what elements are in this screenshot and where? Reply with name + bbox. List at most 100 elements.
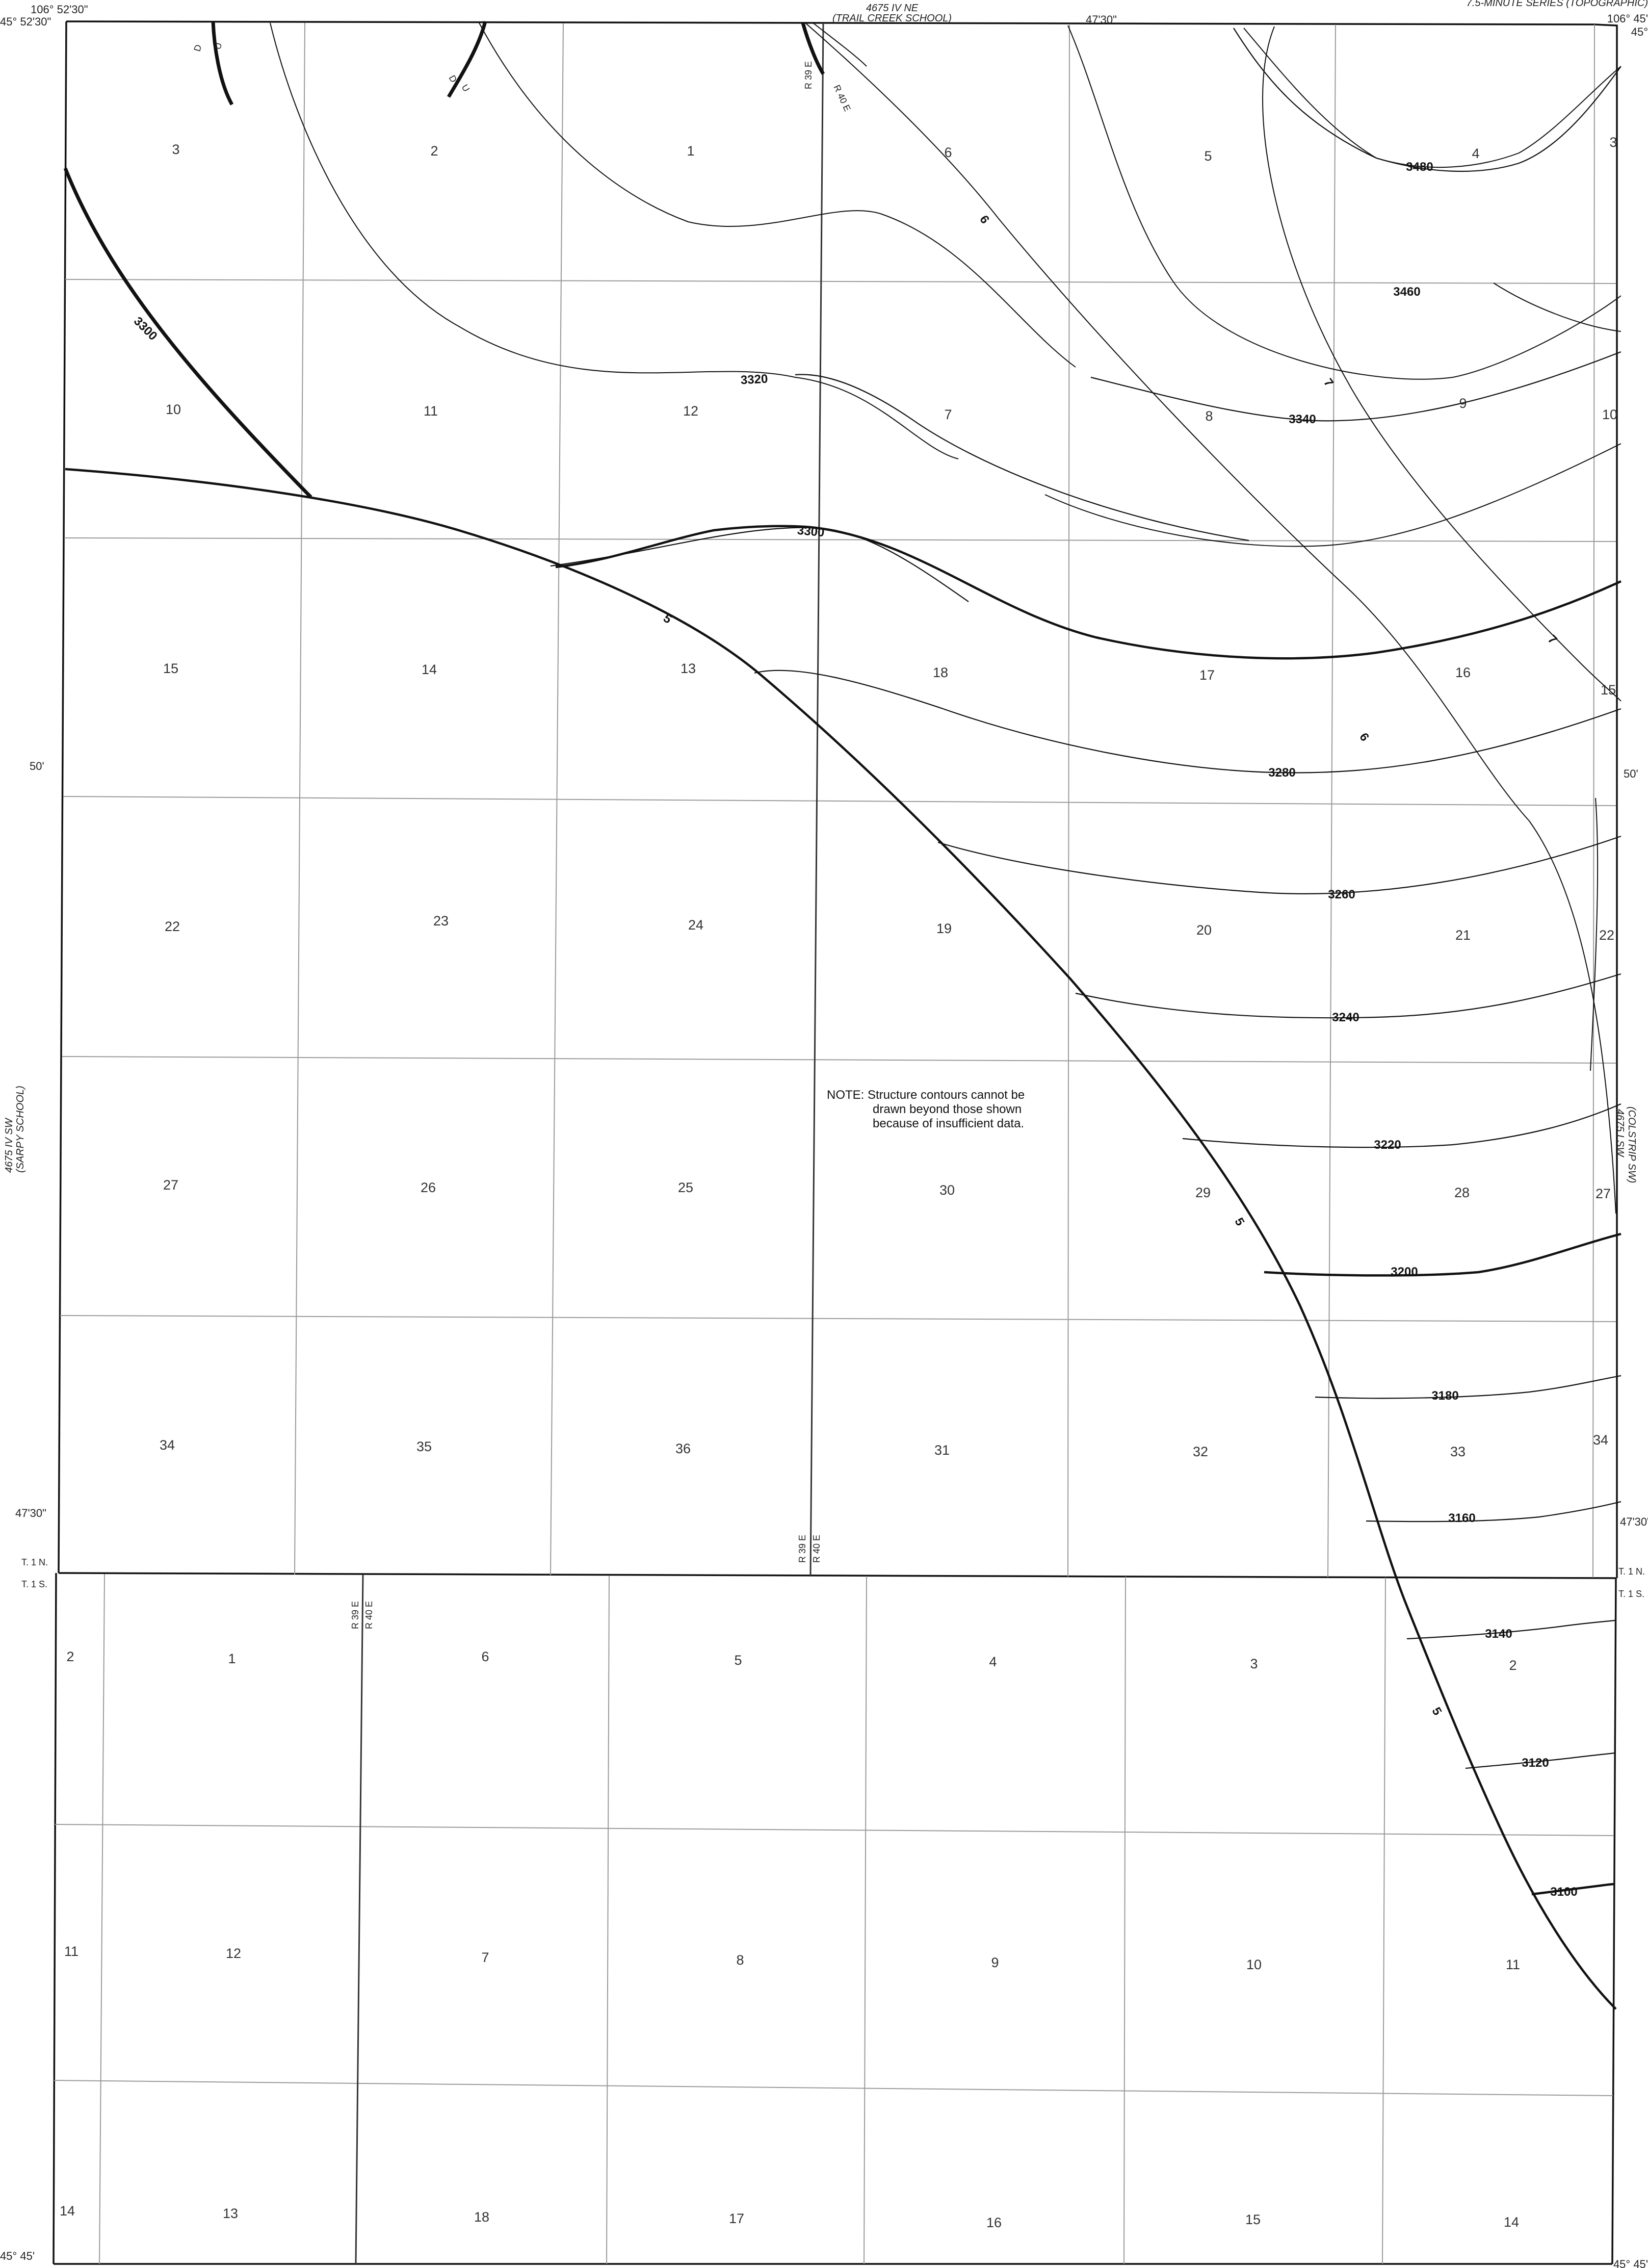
contour-label: 3120 (1522, 1756, 1549, 1770)
section-number: 17 (729, 2211, 744, 2226)
township-line (58, 1572, 1616, 1579)
east-border-south (1611, 1578, 1617, 2264)
heavy-lines (63, 21, 1617, 2010)
range-label: R 40 E (831, 83, 852, 113)
section-number: 6 (944, 145, 952, 160)
note-line-2: drawn beyond those shown (873, 1102, 1022, 1116)
contour-label: 3240 (1332, 1011, 1359, 1024)
section-number: 24 (688, 917, 703, 933)
isopach-lines (270, 22, 1621, 1214)
section-number: 10 (166, 402, 181, 417)
contour-labels: 3480 3460 3340 3320 3300 3300 3280 3260 … (131, 160, 1578, 1899)
section-number: 34 (1593, 1432, 1608, 1448)
township-north-left: T. 1 N. (21, 1557, 48, 1567)
section-number: 8 (1205, 408, 1213, 424)
fault-down-label: D (192, 43, 204, 53)
section-number: 11 (1506, 1957, 1520, 1972)
section-grid-north (60, 22, 1616, 1578)
north-quad-code: 4675 IV NE (866, 3, 919, 14)
section-number: 16 (986, 2215, 1002, 2230)
section-number: 1 (228, 1651, 236, 1666)
section-number: 13 (223, 2206, 238, 2221)
section-number: 19 (936, 921, 952, 936)
section-number: 14 (422, 662, 437, 677)
section-number: 8 (736, 1952, 744, 1968)
section-numbers-north: 3 2 1 6 5 4 3 10 11 12 7 8 9 10 15 14 13… (160, 135, 1617, 1459)
section-number: 20 (1196, 922, 1212, 938)
series-title: 7.5-MINUTE SERIES (TOPOGRAPHIC) (1467, 0, 1648, 9)
range-line-south (355, 1574, 364, 2264)
section-number: 15 (1245, 2212, 1261, 2227)
isopach-labels: 6 6 7 7 5 5 5 (661, 213, 1559, 1717)
contour-label: 3300 (131, 314, 160, 343)
contour-label: 3340 (1289, 413, 1316, 426)
section-number: 11 (64, 1944, 79, 1959)
fault-line (447, 21, 487, 98)
contour-label: 3460 (1393, 285, 1420, 299)
left-latitude-50: 50' (30, 760, 44, 772)
section-number: 2 (66, 1649, 74, 1664)
range-label: R 39 E (803, 61, 814, 89)
section-number: 18 (474, 2209, 489, 2225)
section-number: 3 (1609, 135, 1617, 150)
section-number: 35 (416, 1439, 432, 1454)
isopach-label: 5 (1429, 1705, 1444, 1718)
north-quad-name: (TRAIL CREEK SCHOOL) (832, 13, 952, 24)
north-block-border (66, 20, 1618, 1578)
section-number: 3 (172, 142, 179, 157)
fault-up-label: U (460, 83, 472, 93)
fault-line (211, 21, 234, 106)
section-number: 27 (163, 1177, 178, 1193)
contour-label: 3260 (1328, 888, 1355, 901)
section-number: 13 (681, 661, 696, 676)
fault-labels: D U D U R 39 E R 40 E (192, 41, 853, 113)
contour-label: 3320 (740, 372, 768, 388)
bottom-left-latitude: 45° 45' (0, 2250, 35, 2262)
fault-line (63, 167, 312, 499)
section-number: 26 (421, 1180, 436, 1195)
section-number: 12 (683, 403, 698, 419)
west-border (58, 21, 67, 1574)
section-number: 28 (1454, 1185, 1470, 1200)
east-quad-name: (COLSTRIP SW) (1626, 1106, 1637, 1183)
section-number: 22 (165, 919, 180, 934)
map-note: NOTE: Structure contours cannot be drawn… (827, 1088, 1025, 1130)
section-number: 33 (1450, 1444, 1466, 1459)
left-latitude-4730: 47'30" (15, 1507, 46, 1519)
fault-line (801, 22, 825, 75)
section-number: 30 (939, 1182, 955, 1198)
range-label: R 40 E (364, 1601, 374, 1629)
section-number: 1 (687, 143, 694, 159)
top-left-longitude: 106° 52'30" (31, 3, 88, 16)
range-line-r39-r40 (809, 22, 824, 1576)
section-number: 34 (160, 1437, 175, 1453)
range-label: R 39 E (350, 1601, 360, 1629)
contour-label: 3180 (1431, 1389, 1458, 1403)
contour-label: 3200 (1391, 1265, 1418, 1279)
section-numbers-south: 2 1 6 5 4 3 2 11 12 7 8 9 10 11 14 13 18… (60, 1649, 1520, 2230)
contour-label: 3140 (1485, 1627, 1512, 1641)
township-south-right: T. 1 S. (1618, 1589, 1644, 1599)
top-mid-longitude: 47'30" (1086, 13, 1117, 26)
section-grid-south (54, 1574, 1614, 2264)
contour-label: 3100 (1550, 1885, 1577, 1899)
section-number: 18 (933, 665, 948, 680)
contour-label: 3220 (1374, 1138, 1401, 1152)
west-quad-name: (SARPY SCHOOL) (15, 1086, 26, 1173)
section-number: 17 (1199, 667, 1215, 683)
right-latitude-50: 50' (1624, 767, 1638, 780)
note-line-1: NOTE: Structure contours cannot be (827, 1088, 1025, 1102)
section-number: 14 (1504, 2214, 1519, 2230)
map-frame (53, 20, 1618, 2265)
section-number: 10 (1246, 1957, 1262, 1972)
section-number: 15 (163, 661, 178, 676)
isopach-label: 5 (661, 611, 674, 627)
east-quad-code: 4675 I SW (1614, 1109, 1626, 1158)
section-number: 6 (481, 1649, 489, 1664)
isopach-label: 5 (1232, 1216, 1247, 1228)
section-number: 7 (481, 1950, 489, 1965)
right-latitude-4730: 47'30" (1620, 1515, 1648, 1528)
structure-contours (550, 28, 1621, 1896)
township-south-left: T. 1 S. (21, 1579, 47, 1589)
